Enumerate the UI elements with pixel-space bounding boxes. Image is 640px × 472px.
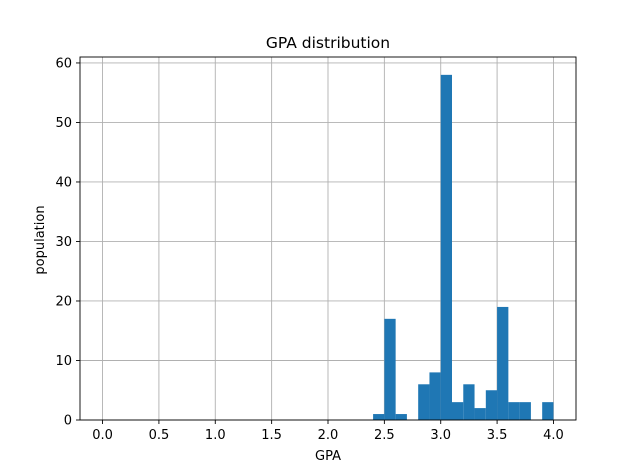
histogram-bar [508, 402, 520, 420]
histogram-bar [395, 414, 407, 420]
y-axis-label: population [33, 205, 48, 274]
y-tick-label: 20 [55, 294, 72, 309]
histogram-bar [497, 306, 509, 420]
y-tick-label: 40 [55, 175, 72, 190]
x-tick-label: 1.5 [261, 428, 282, 443]
x-tick-label: 3.5 [487, 428, 508, 443]
x-tick-label: 3.0 [430, 428, 451, 443]
histogram-bar [463, 384, 475, 420]
ticks-layer: 0.0 0.5 1.0 1.5 2.0 2.5 3.0 3.5 4.0 0 10 20 30 40 50 60 [55, 56, 563, 443]
x-tick-label: 2.0 [318, 428, 339, 443]
histogram-bar [452, 402, 464, 420]
y-tick-label: 10 [55, 354, 72, 369]
histogram-bar [384, 318, 396, 420]
histogram-bar [440, 74, 452, 420]
y-tick-label: 60 [55, 56, 72, 71]
y-tick-label: 30 [55, 235, 72, 250]
histogram-bar [474, 408, 486, 420]
histogram-bar [485, 390, 498, 420]
y-tick-label: 0 [64, 414, 72, 429]
histogram-bar [373, 414, 385, 420]
x-axis-label: GPA [315, 449, 341, 464]
histogram-bar [542, 402, 554, 420]
bars-layer [373, 74, 554, 420]
histogram-bar [418, 384, 430, 420]
x-tick-label: 0.0 [92, 428, 113, 443]
histogram-bar [429, 372, 441, 420]
chart-title: GPA distribution [266, 34, 390, 52]
x-tick-label: 1.0 [205, 428, 226, 443]
x-tick-label: 0.5 [149, 428, 170, 443]
x-tick-label: 4.0 [543, 428, 564, 443]
y-tick-label: 50 [55, 116, 72, 131]
grid-layer [80, 57, 576, 421]
x-tick-label: 2.5 [374, 428, 395, 443]
histogram-bar [519, 402, 531, 420]
